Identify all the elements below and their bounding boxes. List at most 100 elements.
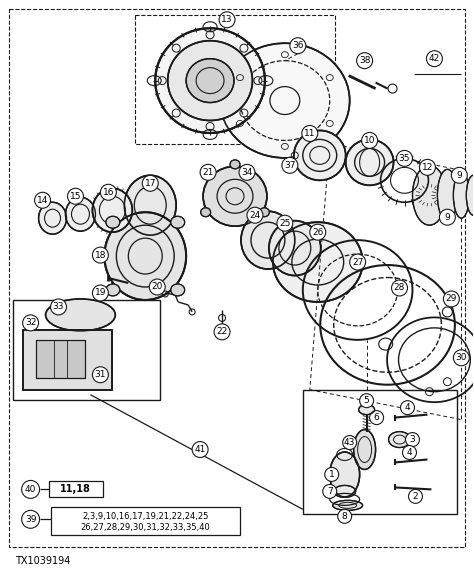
Ellipse shape: [106, 216, 120, 228]
Circle shape: [409, 489, 422, 503]
Circle shape: [337, 509, 352, 523]
Text: 14: 14: [37, 196, 48, 205]
Ellipse shape: [65, 197, 95, 231]
Ellipse shape: [201, 208, 210, 217]
Text: 42: 42: [429, 54, 440, 63]
Circle shape: [405, 433, 419, 446]
Circle shape: [67, 189, 83, 204]
Text: 5: 5: [364, 396, 370, 405]
Circle shape: [419, 159, 436, 175]
Text: 10: 10: [364, 136, 375, 145]
Ellipse shape: [330, 452, 360, 497]
Text: 13: 13: [221, 15, 233, 24]
Text: 19: 19: [95, 288, 106, 297]
Text: 4: 4: [407, 448, 412, 457]
Text: 7: 7: [327, 487, 333, 496]
Text: 2,3,9,10,16,17,19,21,22,24,25: 2,3,9,10,16,17,19,21,22,24,25: [82, 512, 209, 521]
Text: 11,18: 11,18: [60, 484, 91, 494]
Circle shape: [453, 350, 469, 366]
Circle shape: [323, 484, 337, 499]
Circle shape: [370, 411, 383, 425]
Text: 9: 9: [456, 171, 462, 180]
Ellipse shape: [92, 189, 132, 232]
Text: 3: 3: [410, 435, 415, 444]
Circle shape: [451, 167, 467, 183]
Ellipse shape: [294, 131, 346, 180]
Ellipse shape: [46, 299, 115, 331]
Text: 30: 30: [456, 354, 467, 362]
Text: 43: 43: [344, 438, 356, 447]
Circle shape: [350, 254, 365, 270]
Circle shape: [35, 193, 51, 208]
Circle shape: [439, 209, 456, 225]
Ellipse shape: [354, 430, 375, 469]
Text: 18: 18: [95, 250, 106, 260]
Circle shape: [282, 158, 298, 174]
Text: 8: 8: [342, 512, 347, 521]
Text: 22: 22: [217, 327, 228, 336]
Text: 4: 4: [405, 403, 410, 412]
Ellipse shape: [259, 208, 269, 217]
Ellipse shape: [230, 160, 240, 169]
Circle shape: [22, 511, 40, 528]
Bar: [303, 390, 457, 515]
Text: 17: 17: [145, 179, 156, 188]
Bar: [51, 507, 240, 535]
Ellipse shape: [106, 284, 120, 296]
Text: 32: 32: [25, 319, 36, 327]
Bar: [23, 330, 112, 390]
Circle shape: [427, 50, 442, 66]
Ellipse shape: [334, 485, 356, 497]
Ellipse shape: [269, 221, 321, 276]
Text: 16: 16: [103, 188, 114, 197]
Ellipse shape: [171, 216, 185, 228]
Text: 35: 35: [399, 154, 410, 163]
Ellipse shape: [124, 175, 176, 235]
Text: 1: 1: [329, 470, 335, 479]
Circle shape: [402, 446, 417, 460]
Bar: [13, 300, 160, 399]
Circle shape: [392, 280, 408, 296]
Ellipse shape: [466, 175, 474, 215]
Text: 36: 36: [292, 41, 303, 50]
Circle shape: [192, 442, 208, 457]
Text: 20: 20: [152, 282, 163, 292]
Text: 41: 41: [194, 445, 206, 454]
Circle shape: [149, 279, 165, 295]
Circle shape: [356, 53, 373, 69]
Ellipse shape: [389, 431, 410, 448]
Circle shape: [310, 224, 326, 240]
Ellipse shape: [203, 166, 267, 226]
Ellipse shape: [168, 41, 253, 120]
Ellipse shape: [359, 405, 374, 415]
Bar: [36, 340, 85, 378]
Text: 28: 28: [394, 284, 405, 292]
Circle shape: [277, 215, 293, 231]
Ellipse shape: [155, 28, 265, 133]
Circle shape: [362, 132, 378, 148]
Text: 2: 2: [413, 492, 418, 501]
Circle shape: [302, 125, 318, 142]
Ellipse shape: [171, 284, 185, 296]
Ellipse shape: [333, 500, 363, 511]
Ellipse shape: [104, 212, 186, 300]
Ellipse shape: [346, 139, 393, 185]
Text: TX1039194: TX1039194: [15, 556, 70, 566]
Text: 37: 37: [284, 161, 296, 170]
Text: 31: 31: [95, 370, 106, 379]
Text: 27: 27: [352, 258, 364, 266]
Circle shape: [343, 435, 356, 450]
Ellipse shape: [438, 170, 457, 221]
Circle shape: [219, 12, 235, 28]
Text: 34: 34: [241, 168, 253, 177]
Bar: [23, 330, 112, 390]
Circle shape: [214, 324, 230, 340]
Circle shape: [92, 285, 109, 301]
Circle shape: [51, 299, 66, 315]
Circle shape: [92, 247, 109, 263]
Circle shape: [401, 401, 414, 415]
Text: 6: 6: [374, 413, 380, 422]
Text: 25: 25: [279, 219, 291, 227]
Circle shape: [100, 185, 116, 200]
Text: 21: 21: [202, 168, 214, 177]
